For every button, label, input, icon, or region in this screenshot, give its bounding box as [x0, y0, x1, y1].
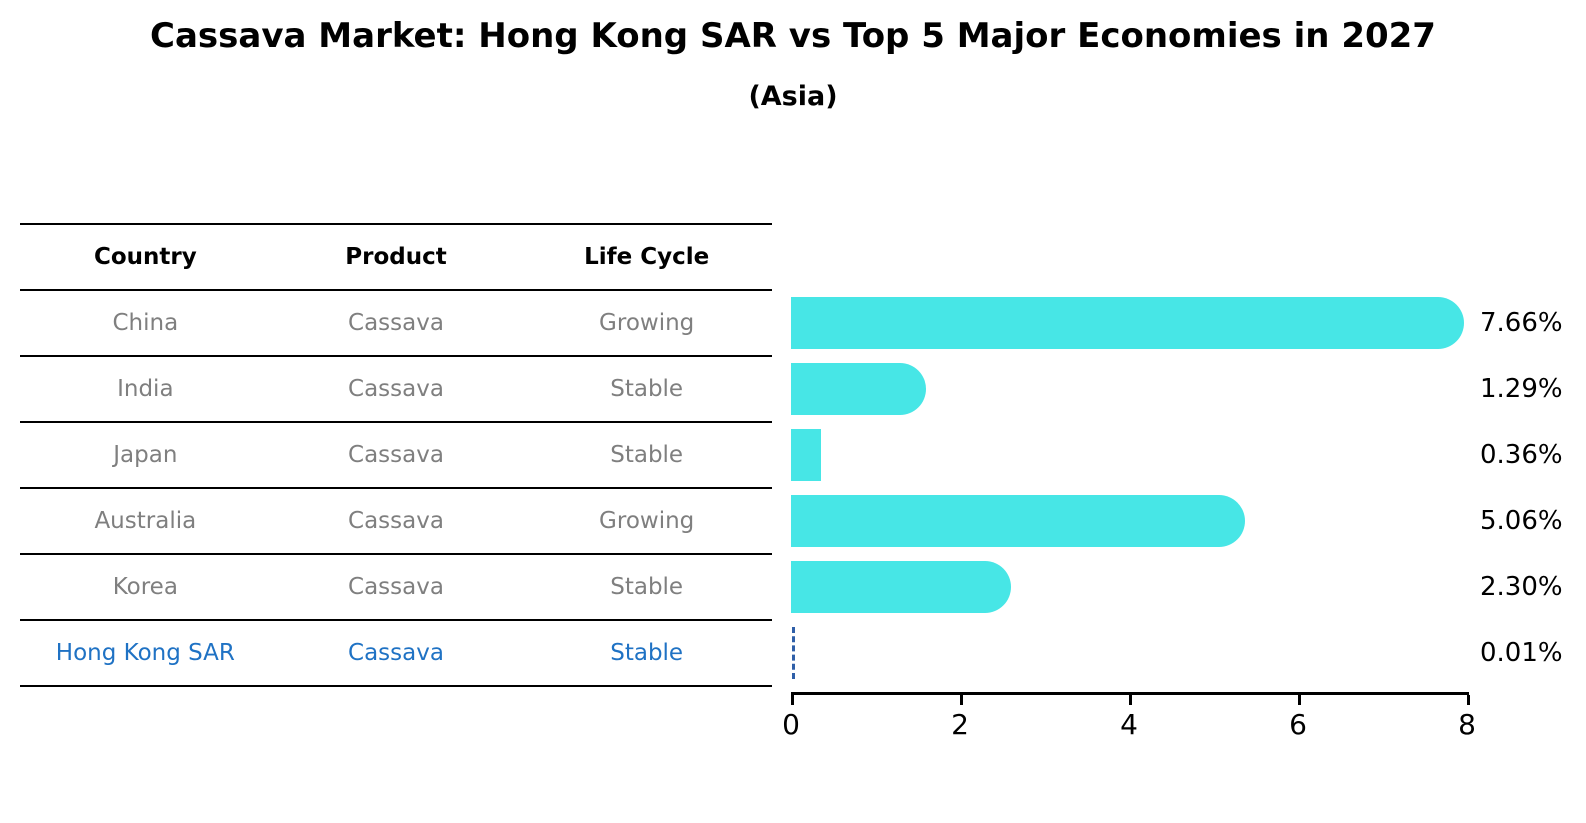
bar-row-india: 1.29%: [791, 356, 1586, 422]
bar-row-china: 7.66%: [791, 290, 1586, 356]
bar-chart: 7.66% 1.29% 0.36% 5.06% 2.30% 0.01% 0 2 4 6 8: [782, 290, 1586, 760]
bar-row-japan: 0.36%: [791, 422, 1586, 488]
cell-country: China: [112, 310, 179, 336]
table-row-japan: Japan Cassava Stable: [20, 423, 772, 489]
table-row-korea: Korea Cassava Stable: [20, 555, 772, 621]
cell-product: Cassava: [348, 640, 444, 666]
cell-product: Cassava: [348, 310, 444, 336]
x-axis-tick-0: [791, 695, 794, 705]
bar-row-hong-kong-sar: 0.01%: [791, 620, 1586, 686]
value-label-hong-kong-sar: 0.01%: [1480, 638, 1563, 668]
value-label-india: 1.29%: [1480, 374, 1563, 404]
bar-china: [791, 297, 1465, 349]
table-row-hong-kong-sar: Hong Kong SAR Cassava Stable: [20, 621, 772, 687]
bar-australia: [791, 495, 1245, 547]
table-header-cell-country: Country: [93, 244, 197, 270]
cell-product: Cassava: [348, 574, 444, 600]
highlight-dashed-marker: [792, 627, 795, 679]
x-axis-tick-label-0: 0: [782, 708, 800, 741]
value-label-china: 7.66%: [1480, 308, 1563, 338]
table-header-cell-life-cycle: Life Cycle: [584, 244, 710, 270]
chart-subtitle: (Asia): [748, 81, 838, 112]
cell-product: Cassava: [348, 442, 444, 468]
bar-india: [791, 363, 926, 415]
x-axis-tick-2: [960, 695, 963, 705]
bar-japan: [791, 429, 822, 481]
x-axis-tick-6: [1298, 695, 1301, 705]
table-row-china: China Cassava Growing: [20, 291, 772, 357]
table-header-row: Country Product Life Cycle: [20, 223, 772, 291]
bar-korea: [791, 561, 1012, 613]
cell-life_cycle: Stable: [610, 640, 684, 666]
table-header-cell-product: Product: [345, 244, 447, 270]
bar-row-australia: 5.06%: [791, 488, 1586, 554]
cell-product: Cassava: [348, 376, 444, 402]
x-axis-tick-8: [1467, 695, 1470, 705]
cell-life_cycle: Growing: [599, 508, 695, 534]
table-row-australia: Australia Cassava Growing: [20, 489, 772, 555]
table-row-india: India Cassava Stable: [20, 357, 772, 423]
cell-country: Japan: [113, 442, 178, 468]
x-axis-tick-4: [1129, 695, 1132, 705]
cell-life_cycle: Growing: [599, 310, 695, 336]
bar-row-korea: 2.30%: [791, 554, 1586, 620]
value-label-japan: 0.36%: [1480, 440, 1563, 470]
cell-life_cycle: Stable: [610, 376, 684, 402]
cell-country: Korea: [112, 574, 178, 600]
x-axis-tick-label-4: 4: [1120, 708, 1138, 741]
x-axis-tick-label-8: 8: [1458, 708, 1476, 741]
chart-title: Cassava Market: Hong Kong SAR vs Top 5 M…: [150, 16, 1436, 56]
x-axis-line: [791, 692, 1469, 695]
cell-country: India: [117, 376, 174, 402]
x-axis-tick-label-2: 2: [951, 708, 969, 741]
value-label-australia: 5.06%: [1480, 506, 1563, 536]
cell-country: Hong Kong SAR: [55, 640, 235, 666]
cell-country: Australia: [94, 508, 197, 534]
x-axis-tick-label-6: 6: [1289, 708, 1307, 741]
cell-life_cycle: Stable: [610, 442, 684, 468]
cell-life_cycle: Stable: [610, 574, 684, 600]
cell-product: Cassava: [348, 508, 444, 534]
value-label-korea: 2.30%: [1480, 572, 1563, 602]
table-body: China Cassava Growing India Cassava Stable Jap…: [20, 291, 772, 687]
country-table: Country Product Life Cycle China Cassava Gro…: [20, 223, 772, 687]
